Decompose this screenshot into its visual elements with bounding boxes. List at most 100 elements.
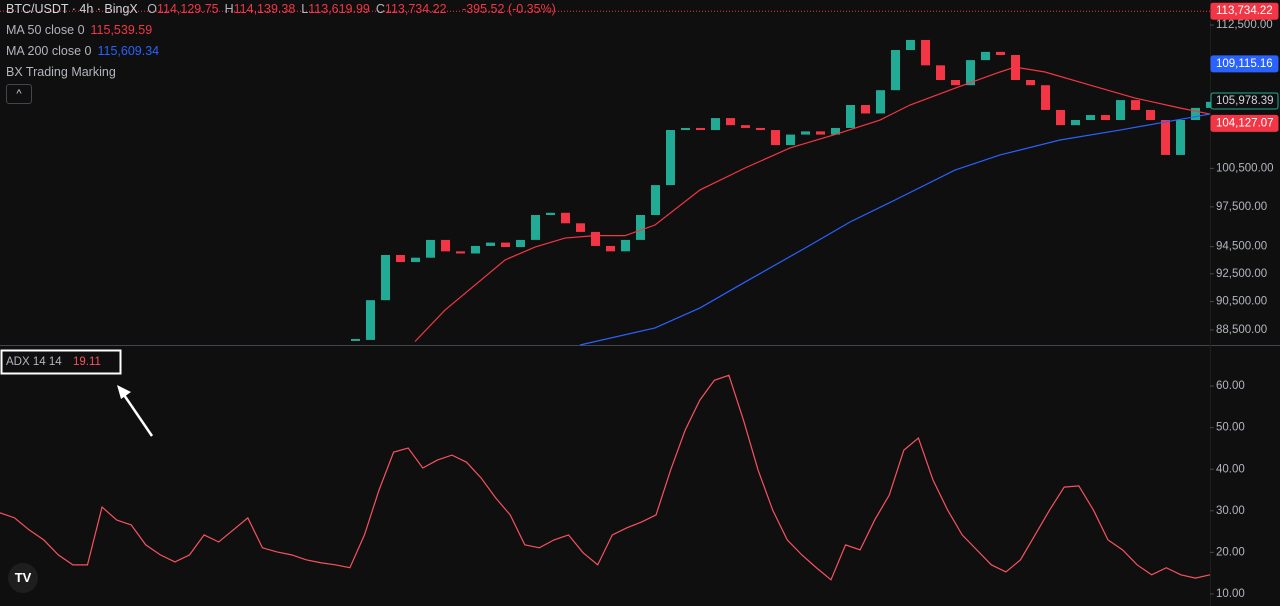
ohlc-value: 113,619.99: [308, 2, 370, 16]
candle: [621, 239, 630, 252]
candle: [1116, 100, 1125, 121]
candle: [1041, 85, 1050, 110]
candle: [531, 215, 540, 240]
ohlc: O114,129.75 H114,139.38 L113,619.99 C113,73…: [147, 2, 452, 16]
ohlc-value: 113,734.22: [384, 2, 447, 16]
candle: [1131, 100, 1140, 110]
legend-highlight-box: [0, 349, 122, 375]
symbol: BTC/USDT · 4h · BingX: [6, 2, 138, 16]
change: -395.52 (-0.35%): [462, 2, 556, 16]
candle: [711, 118, 720, 131]
candle: [666, 130, 675, 186]
candle: [921, 39, 930, 66]
price-tag-label: 109,115.16: [1216, 58, 1273, 70]
candle: [501, 242, 510, 248]
y-tick-label: 90,500.00: [1216, 296, 1267, 308]
annotation-arrow-head: [117, 385, 131, 399]
candle: [906, 39, 915, 51]
ohlc-key: O: [147, 2, 157, 16]
candle: [576, 223, 585, 232]
candle: [951, 79, 960, 86]
candle: [831, 127, 840, 135]
y-tick-label: 97,500.00: [1216, 201, 1267, 213]
candle: [471, 245, 480, 254]
y-tick-label: 60.00: [1216, 380, 1245, 392]
y-tick-label: 92,500.00: [1216, 268, 1267, 280]
adx-line: [0, 374, 1211, 581]
indicator-name: MA 200 close 0: [6, 44, 92, 58]
candle: [981, 51, 990, 61]
indicator-value: 115,539.59: [90, 23, 153, 37]
candle: [426, 239, 435, 258]
candle: [651, 185, 660, 216]
candle: [1071, 120, 1080, 126]
price-tag-label: 104,127.07: [1216, 117, 1274, 129]
candle: [486, 242, 495, 246]
candle: [786, 134, 795, 146]
candle: [741, 125, 750, 128]
price-tag: [1210, 55, 1279, 73]
y-tick-label: 10.00: [1216, 588, 1245, 600]
collapse-button[interactable]: ^: [6, 84, 32, 104]
indicator-name: MA 50 close 0: [6, 23, 85, 37]
ohlc-key: L: [301, 2, 309, 16]
indicator-name: BX Trading Marking: [6, 65, 116, 79]
candle: [591, 231, 600, 246]
candle: [891, 50, 900, 91]
candle: [801, 131, 810, 135]
indicator: MA 50 close 0 115,539.59: [6, 23, 158, 37]
candle: [636, 215, 645, 240]
candle: [411, 257, 420, 263]
y-tick-label: 88,500.00: [1216, 324, 1267, 336]
y-tick-label: 112,500.00: [1216, 19, 1273, 31]
candle: [1176, 120, 1185, 155]
indicator: BX Trading Marking: [6, 65, 122, 79]
candle: [516, 239, 525, 248]
ohlc-key: C: [375, 2, 385, 16]
ohlc-value: 114,129.75: [156, 2, 219, 16]
price-tag: [1210, 92, 1279, 110]
price-tag-label: 105,978.39: [1216, 95, 1274, 107]
indicator: MA 200 close 0 115,609.34: [6, 44, 165, 58]
candle: [381, 254, 390, 301]
tradingview-logo[interactable]: TV: [8, 563, 38, 593]
moving-average-line: [414, 66, 1211, 342]
y-tick-label: 40.00: [1216, 463, 1245, 475]
candle: [1161, 120, 1170, 155]
symbol-header: BTC/USDT · 4h · BingX O114,129.75 H114,13…: [6, 2, 562, 16]
y-tick-label: 50.00: [1216, 422, 1245, 434]
y-tick-label: 30.00: [1216, 505, 1245, 517]
moving-average-line: [579, 113, 1211, 346]
annotation-arrow: [120, 391, 154, 437]
candle: [351, 338, 360, 341]
candle: [996, 51, 1005, 55]
candle: [456, 251, 465, 254]
legend-name: ADX 14 14: [6, 356, 62, 368]
candle: [966, 60, 975, 86]
candle: [876, 90, 885, 114]
candle: [561, 212, 570, 224]
y-tick-label: 20.00: [1216, 546, 1245, 558]
price-tag: [1210, 2, 1279, 20]
candle: [1026, 79, 1035, 86]
indicator-value: 115,609.34: [97, 44, 160, 58]
candle: [936, 65, 945, 80]
candle: [771, 130, 780, 146]
y-tick-label: 100,500.00: [1216, 162, 1274, 174]
price-tag: [1210, 114, 1279, 132]
candle: [441, 239, 450, 252]
candle: [366, 300, 375, 340]
candle: [816, 131, 825, 135]
candle: [846, 105, 855, 128]
price-tag-label: 113,734.22: [1216, 5, 1273, 17]
ohlc-value: 114,139.38: [233, 2, 296, 16]
candle: [756, 127, 765, 131]
candle: [861, 105, 870, 114]
candle: [606, 245, 615, 252]
candle: [396, 254, 405, 263]
legend-value: 19.11: [73, 356, 101, 368]
candle: [1146, 109, 1155, 121]
ohlc-key: H: [224, 2, 234, 16]
